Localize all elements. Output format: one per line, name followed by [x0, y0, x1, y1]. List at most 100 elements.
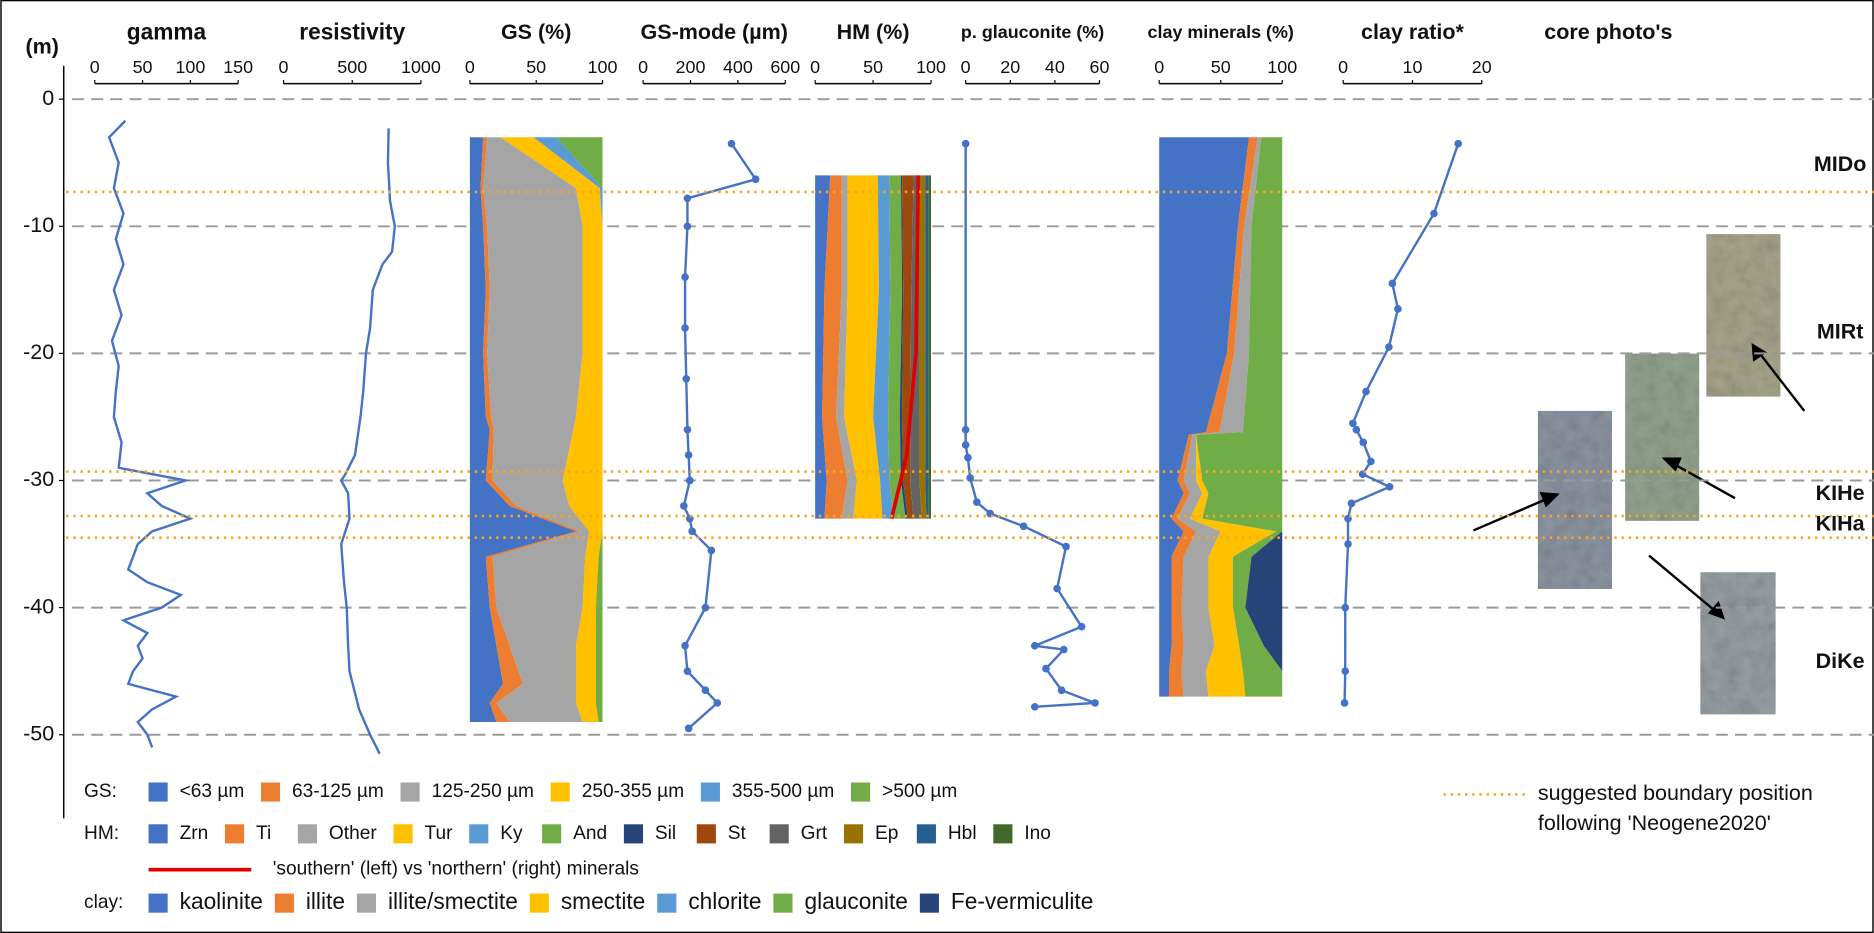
point — [1341, 603, 1350, 612]
point — [682, 374, 691, 383]
legend-swatch — [148, 782, 168, 802]
point — [1062, 542, 1070, 551]
legend-swatch — [529, 893, 549, 913]
x-tick-label: 40 — [1045, 57, 1065, 77]
legend-swatch — [393, 824, 413, 844]
track-title: GS-mode (µm) — [641, 20, 788, 44]
point — [727, 139, 736, 148]
legend-label: And — [573, 823, 607, 844]
legend-label: 250-355 µm — [582, 781, 684, 802]
point — [961, 441, 970, 449]
point — [964, 453, 972, 462]
x-tick-label: 0 — [961, 57, 971, 77]
legend-swatch — [696, 824, 716, 844]
legend-swatch — [769, 824, 789, 844]
legend-label: Grt — [801, 823, 828, 844]
point — [707, 546, 716, 555]
area — [919, 175, 927, 519]
x-tick-label: 500 — [337, 57, 367, 77]
area — [844, 175, 883, 519]
point — [1347, 499, 1356, 508]
legend-label: chlorite — [688, 888, 761, 914]
x-tick-label: 0 — [810, 57, 820, 77]
area — [1245, 137, 1283, 697]
track-title: HM (%) — [837, 20, 910, 44]
y-tick-label: -40 — [23, 594, 54, 618]
formation-label: MIDo — [1814, 152, 1867, 176]
track-title: resistivity — [299, 18, 405, 44]
area — [899, 175, 908, 519]
legend-swatch — [225, 824, 245, 844]
point — [680, 502, 688, 510]
arrow-head — [1707, 600, 1725, 620]
point — [681, 324, 689, 332]
point — [972, 498, 981, 506]
point — [1057, 686, 1066, 695]
legend-label: suggested boundary position — [1538, 781, 1813, 805]
track-title: clay minerals (%) — [1148, 22, 1294, 42]
arrow-head — [1661, 457, 1682, 472]
legend-title: clay: — [84, 892, 123, 913]
legend-swatch — [148, 824, 168, 844]
legend-label: 355-500 µm — [732, 781, 834, 802]
point — [1091, 699, 1099, 707]
area — [836, 175, 857, 519]
point — [1340, 699, 1349, 707]
legend-label: Fe-vermiculite — [951, 888, 1093, 914]
track-title: p. glauconite (%) — [961, 22, 1104, 42]
core-photo — [1700, 572, 1776, 715]
legend-swatch — [843, 824, 864, 844]
photos-title: core photo's — [1544, 20, 1672, 44]
area — [873, 175, 894, 519]
point — [961, 139, 970, 148]
x-tick-label: 0 — [279, 57, 289, 77]
point — [751, 175, 760, 184]
legend-title: HM: — [84, 823, 119, 844]
x-tick-label: 50 — [1211, 57, 1231, 77]
log-line — [339, 128, 397, 755]
point — [1030, 641, 1039, 650]
point — [1030, 702, 1039, 711]
legend-label: Other — [329, 823, 377, 844]
legend-label: 'southern' (left) vs 'northern' (right) … — [273, 859, 639, 880]
area — [483, 137, 590, 723]
x-tick-label: 0 — [90, 57, 100, 77]
arrows — [1472, 343, 1806, 620]
area — [1189, 137, 1277, 697]
x-tick-label: 100 — [175, 57, 205, 77]
point — [701, 603, 710, 612]
legend-label: Ep — [875, 823, 898, 844]
x-tick-label: 150 — [223, 57, 253, 77]
legend-swatch — [400, 782, 420, 802]
legend-label: Zrn — [180, 823, 209, 844]
point — [1053, 584, 1061, 593]
x-tick-label: 200 — [676, 57, 706, 77]
x-tick-label: 600 — [770, 57, 800, 77]
point — [701, 686, 710, 695]
x-tick-label: 1000 — [401, 57, 441, 77]
y-tick-label: -10 — [23, 213, 54, 237]
x-tick-label: 0 — [1338, 57, 1348, 77]
point — [713, 699, 722, 707]
area — [500, 137, 603, 723]
area — [815, 175, 831, 519]
log-line — [107, 119, 194, 748]
x-tick-label: 0 — [465, 57, 475, 77]
legend-label: Tur — [425, 823, 454, 844]
point — [1344, 540, 1352, 548]
x-tick-label: 10 — [1402, 57, 1422, 77]
area — [928, 175, 932, 519]
x-tick-label: 0 — [1154, 57, 1164, 77]
point — [1385, 343, 1393, 351]
point — [1349, 419, 1357, 428]
area — [925, 175, 929, 519]
legend-label: smectite — [561, 888, 645, 914]
track-title: GS (%) — [501, 20, 571, 44]
legend-swatch — [274, 893, 294, 913]
legend-swatch — [623, 824, 643, 844]
area — [888, 175, 906, 519]
legend-swatch — [148, 893, 168, 913]
track-title: clay ratio* — [1361, 20, 1464, 44]
legend-label: 63-125 µm — [292, 781, 384, 802]
point — [681, 641, 689, 650]
